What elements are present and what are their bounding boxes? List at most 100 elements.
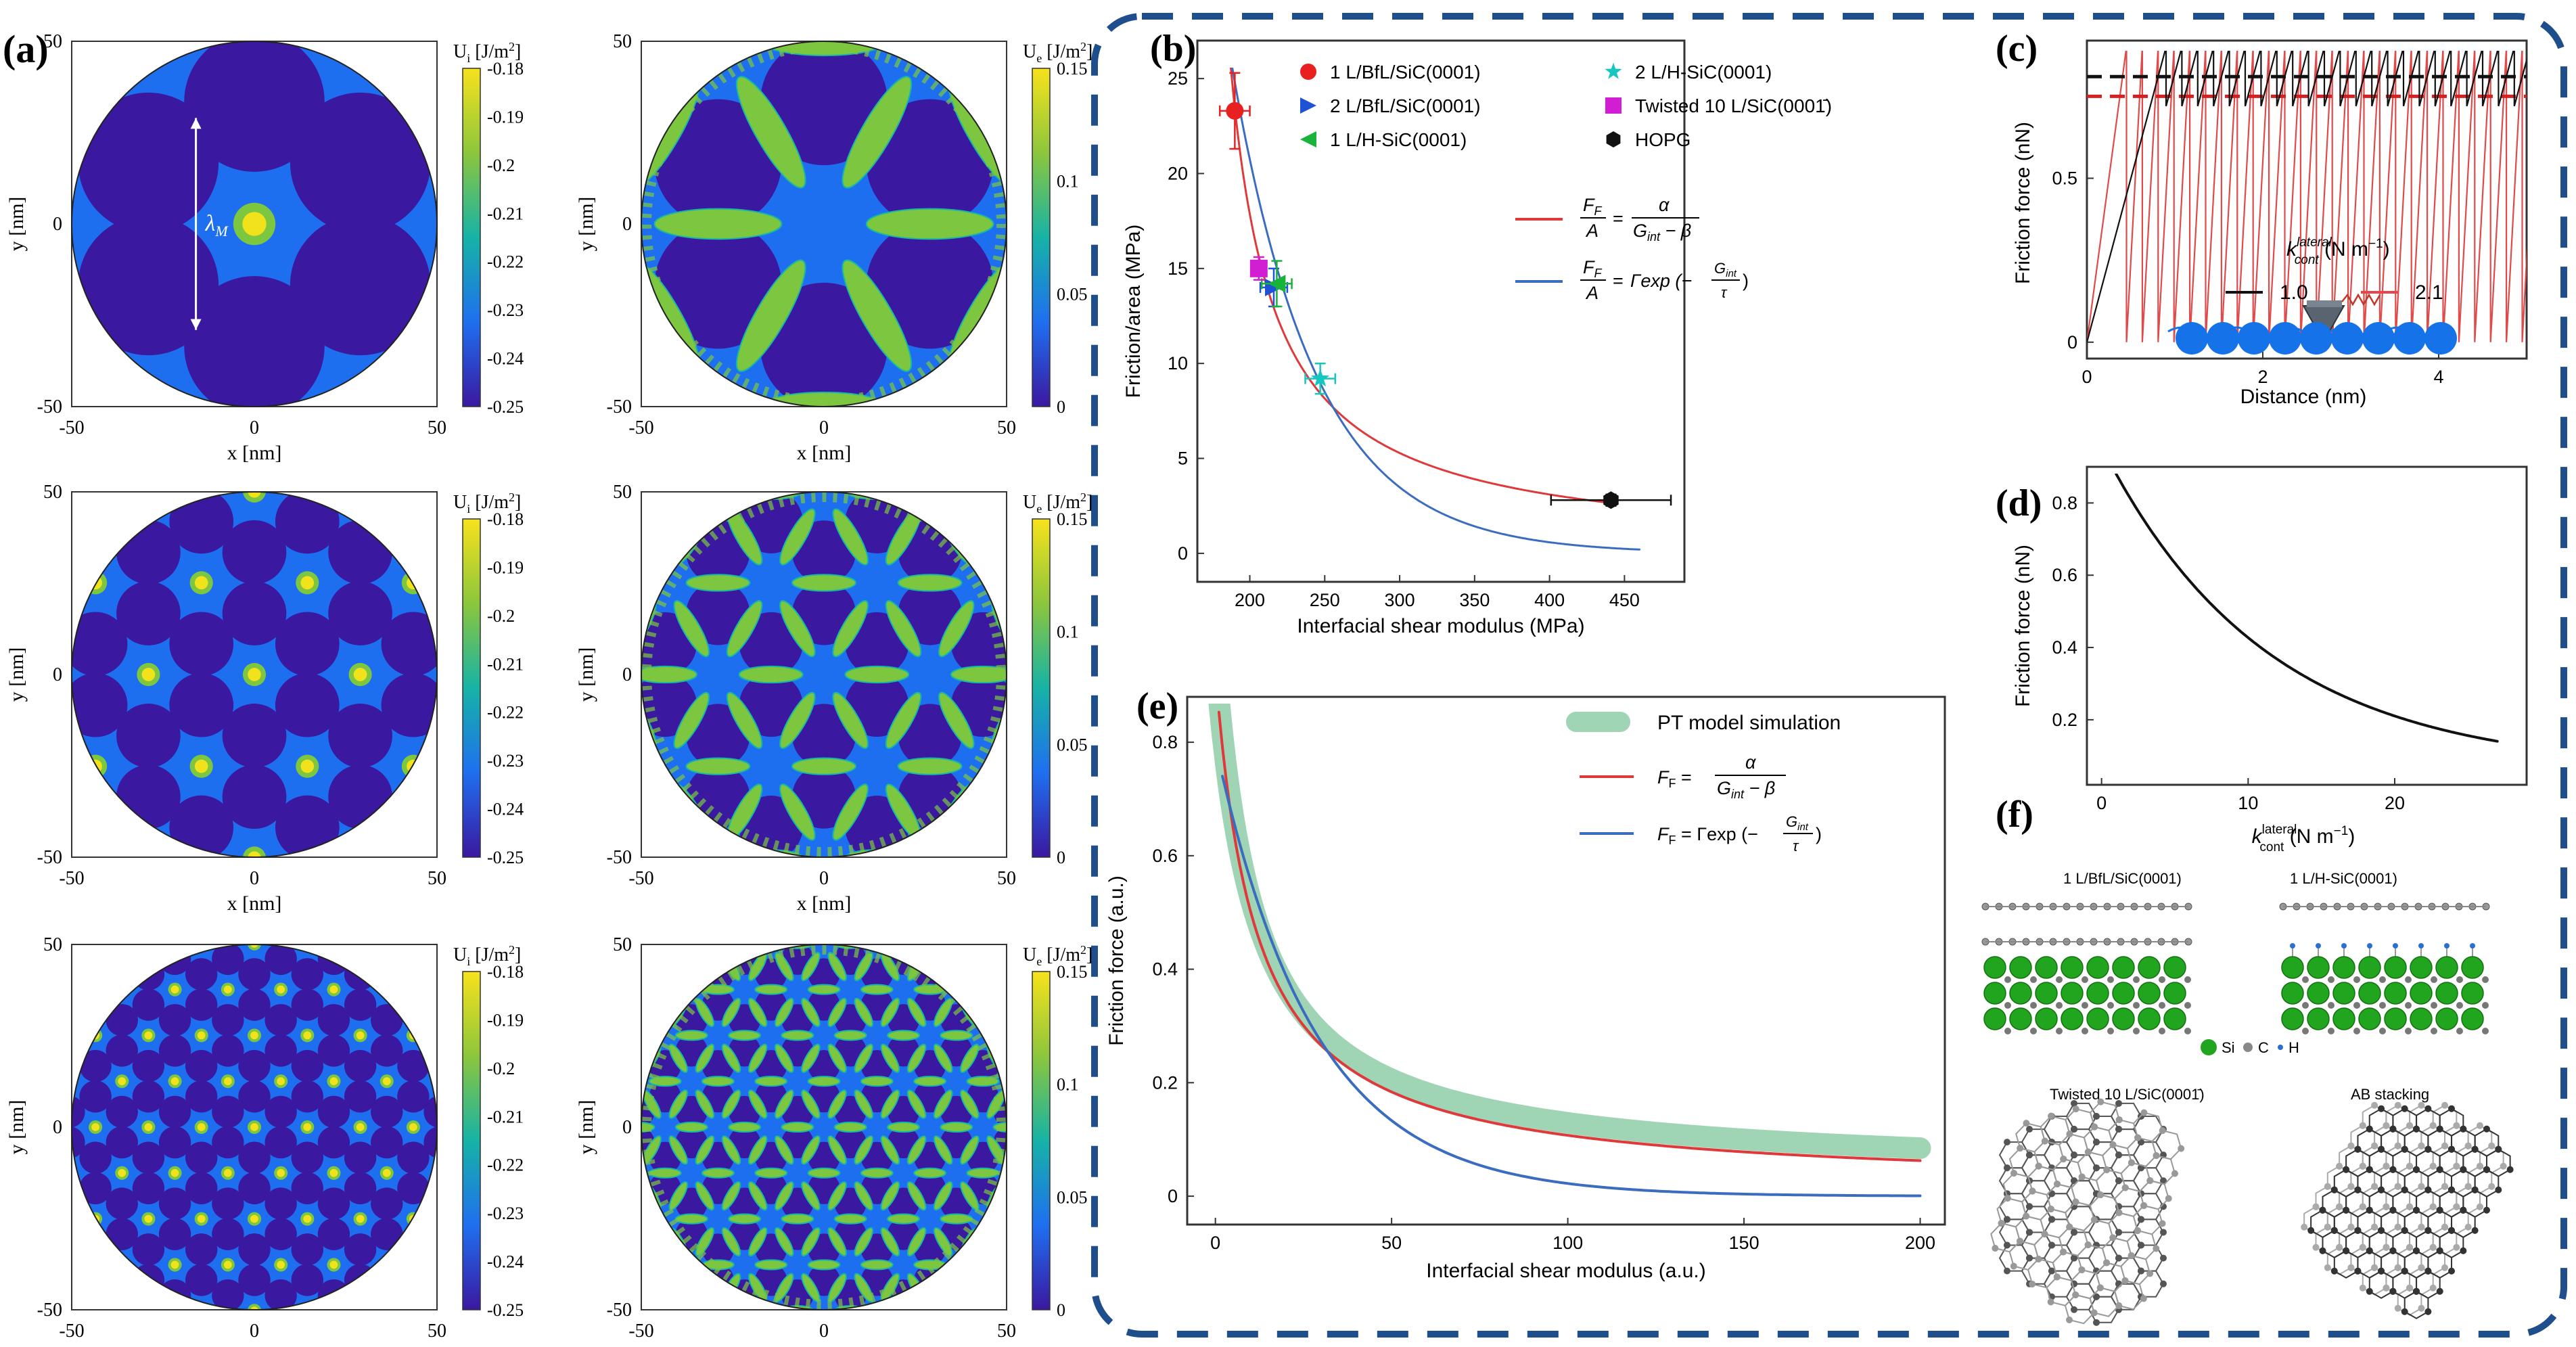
lattice-atom (2483, 1166, 2490, 1173)
lattice-atom (2448, 1186, 2456, 1193)
domain-wall (833, 1213, 867, 1225)
domain-wall (775, 1135, 794, 1165)
domain-node (356, 1123, 365, 1131)
map-y-tick-label: 0 (53, 1117, 62, 1138)
energy-cell (106, 1034, 138, 1067)
legend-label: 1 L/BfL/SiC(0001) (1330, 62, 1481, 83)
strain-cell (1057, 796, 1121, 859)
marker-triangle-left (1300, 131, 1316, 147)
energy-cell (397, 1141, 430, 1174)
hex-ring (2404, 1290, 2429, 1319)
lattice-atom (2500, 1162, 2507, 1170)
domain-wall (775, 997, 794, 1028)
marker-triangle-left (1268, 275, 1286, 293)
strain-cell (898, 581, 962, 645)
lattice-atom (2464, 1142, 2472, 1149)
lattice-atom (2343, 1206, 2350, 1214)
lattice-atom (2026, 1254, 2033, 1262)
domain-wall (781, 1121, 814, 1133)
domain-wall (791, 757, 856, 775)
energy-cell (381, 672, 437, 737)
domain-wall (933, 1135, 953, 1165)
energy-cell (275, 492, 340, 493)
lattice-atom (2093, 1164, 2100, 1172)
energy-cell (238, 1264, 271, 1296)
strain-cell (888, 1310, 919, 1342)
domain-wall (775, 952, 794, 982)
lattice-atom (2394, 1142, 2401, 1149)
marker-star (1311, 369, 1330, 387)
energy-cell (317, 1034, 350, 1067)
energy-cell (290, 92, 431, 233)
map-outline (641, 491, 1007, 858)
strain-cell (845, 492, 909, 493)
domain-node (223, 985, 232, 994)
lattice-atom (2004, 1139, 2010, 1146)
colorbar-tick-label: -0.25 (487, 397, 524, 417)
domain-wall (755, 893, 787, 903)
strain-cell (835, 1310, 867, 1342)
strain-cell (739, 612, 803, 676)
colorbar-tick-label: -0.25 (487, 1300, 524, 1320)
strain-cell (914, 1325, 946, 1347)
energy-cell (238, 1172, 271, 1205)
legend-h-label: H (2288, 1039, 2299, 1056)
c-atom (2030, 976, 2037, 983)
legend-label: HOPG (1635, 129, 1690, 150)
si-atom (2138, 982, 2161, 1005)
domain-wall (673, 600, 710, 658)
energy-cell (291, 1080, 323, 1113)
strain-cell (702, 1325, 734, 1347)
lattice-atom (2103, 1166, 2111, 1174)
lattice-atom (2140, 1202, 2148, 1210)
energy-cell (185, 958, 218, 990)
domain-node (353, 668, 367, 681)
domain-wall (721, 1181, 741, 1211)
colorbar-ue (1032, 971, 1051, 1310)
lattice-atom (2071, 1151, 2077, 1159)
colorbar-title: Ui [J/m2] (453, 943, 521, 968)
lambda-arrowhead-top (190, 118, 202, 129)
domain-node (329, 1260, 338, 1269)
c-atom (2004, 1028, 2011, 1034)
lattice-atom (2066, 1131, 2073, 1138)
lattice-atom (2413, 1247, 2420, 1254)
domain-node (250, 944, 258, 948)
si-atom (2410, 956, 2433, 979)
x-tick-label: 50 (1381, 1233, 1402, 1253)
domain-wall (748, 1043, 768, 1073)
si-atom (2163, 1007, 2186, 1030)
c-atom (2379, 1028, 2386, 1034)
x-tick-label: 400 (1534, 590, 1565, 610)
si-atom (2384, 1007, 2407, 1030)
strain-cell (1290, 99, 1417, 227)
strain-cell (1046, 1096, 1078, 1128)
domain-wall (960, 1135, 980, 1165)
si-atom (2035, 982, 2058, 1005)
energy-cell (185, 1141, 218, 1174)
lattice-atom (2307, 1227, 2315, 1234)
energy-cell (371, 1004, 403, 1036)
domain-wall (779, 600, 816, 658)
map-x-tick-label: -50 (59, 1321, 84, 1342)
data-points-b (1218, 72, 1672, 509)
c-atom (2482, 1002, 2489, 1009)
lattice-atom (2047, 1298, 2054, 1306)
domain-wall (880, 1043, 900, 1073)
map-field (72, 398, 437, 857)
h-atom (2367, 943, 2372, 949)
lattice-atom (2140, 1109, 2148, 1116)
energy-cell (222, 520, 287, 585)
domain-node (356, 1214, 365, 1223)
energy-cell (328, 398, 392, 462)
domain-wall (695, 1181, 715, 1211)
energy-cell (158, 1187, 191, 1220)
lattice-atom (2371, 1223, 2378, 1231)
colorbar-tick-label: -0.24 (487, 1252, 524, 1272)
domain-wall (563, 872, 609, 936)
lattice-atom (2401, 1105, 2408, 1112)
domain-wall (801, 1181, 821, 1211)
lattice-atom (2359, 1243, 2366, 1251)
map-ui-row-2: -50 0 50 50 0 -50 x [nm] y [nm] -0.18 -0.19 -0.2 -0… (5, 398, 524, 915)
